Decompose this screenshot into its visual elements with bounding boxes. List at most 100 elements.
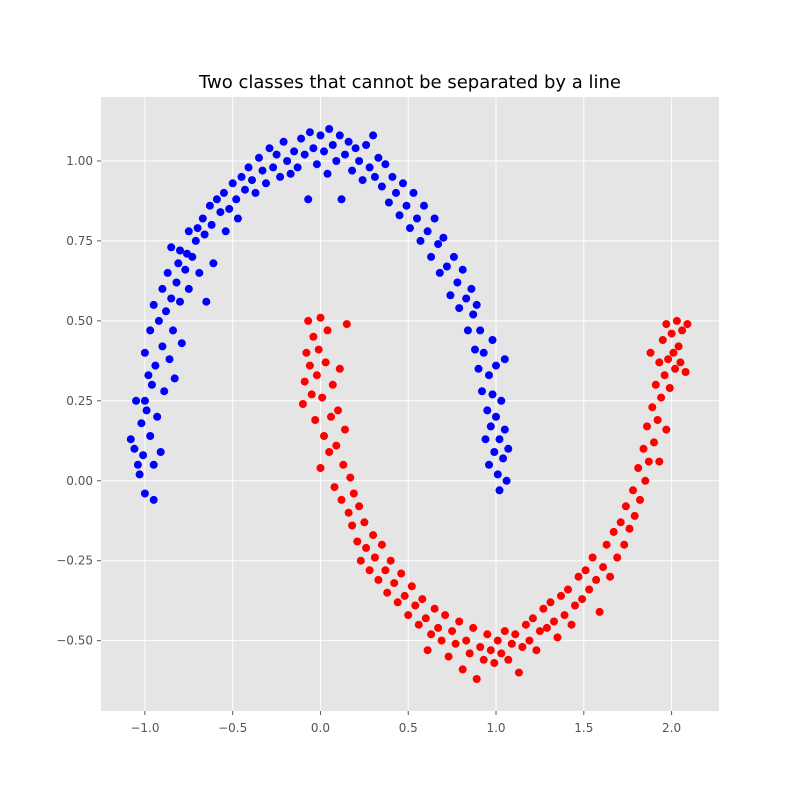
red-point (653, 416, 662, 424)
blue-point (309, 144, 318, 153)
red-point (386, 556, 395, 565)
blue-point (209, 259, 218, 268)
red-point (497, 649, 506, 658)
blue-point (132, 396, 141, 405)
red-point (320, 432, 328, 440)
blue-point (279, 137, 288, 146)
blue-point (262, 179, 270, 188)
y-axis: −0.50 −0.25 0.00 0.25 0.50 0.75 1.00 (56, 154, 101, 648)
red-point (669, 348, 678, 357)
blue-point (500, 355, 509, 364)
blue-point (395, 211, 404, 220)
blue-point (358, 176, 367, 185)
red-point (335, 364, 344, 373)
blue-point (149, 300, 158, 309)
red-point (327, 412, 335, 421)
red-point (390, 579, 399, 588)
blue-point (341, 150, 349, 159)
red-point (360, 518, 369, 527)
red-point (546, 598, 555, 607)
blue-point (162, 307, 170, 316)
blue-point (272, 150, 281, 159)
red-point (346, 473, 355, 482)
blue-point (370, 172, 379, 181)
blue-point (233, 214, 242, 223)
blue-point (139, 451, 148, 460)
blue-point (337, 195, 346, 204)
blue-point (469, 310, 478, 319)
blue-point (172, 278, 181, 287)
blue-point (232, 195, 241, 204)
blue-point (392, 188, 400, 197)
blue-point (476, 326, 485, 335)
red-point (374, 575, 383, 584)
red-point (553, 633, 562, 642)
red-point (550, 617, 558, 626)
blue-point (137, 419, 146, 428)
red-point (383, 588, 392, 597)
blue-point (485, 371, 493, 380)
blue-point (126, 435, 135, 444)
red-point (397, 569, 406, 578)
blue-point (237, 172, 246, 181)
y-tick-label: 0.75 (66, 234, 93, 248)
red-point (355, 502, 364, 511)
red-point (657, 393, 666, 402)
plot-area (101, 97, 719, 711)
blue-point (500, 425, 509, 434)
red-point (458, 665, 467, 674)
red-point (365, 566, 374, 575)
blue-point (453, 278, 462, 287)
blue-point (442, 262, 451, 271)
blue-point (384, 198, 393, 207)
blue-point (381, 160, 390, 169)
blue-point (388, 172, 397, 181)
red-point (430, 604, 439, 613)
blue-point (146, 326, 155, 335)
red-point (356, 556, 365, 565)
blue-point (228, 179, 237, 188)
blue-point (504, 444, 513, 453)
blue-point (427, 252, 436, 261)
red-point (599, 563, 608, 572)
red-point (639, 444, 648, 453)
red-point (418, 595, 427, 604)
red-point (655, 358, 664, 367)
red-point (634, 464, 643, 472)
red-point (434, 623, 443, 632)
blue-point (413, 214, 421, 223)
red-point (377, 540, 386, 549)
red-point (316, 464, 325, 472)
blue-point (160, 387, 169, 396)
blue-point (158, 284, 167, 293)
red-point (348, 521, 357, 530)
red-point (349, 489, 358, 498)
blue-point (184, 227, 193, 236)
blue-point (255, 153, 263, 162)
blue-point (241, 185, 249, 194)
red-point (585, 585, 594, 594)
blue-point (207, 220, 216, 229)
y-tick-label: −0.50 (56, 634, 93, 648)
red-point (393, 598, 402, 607)
blue-point (328, 141, 337, 149)
red-point (444, 652, 453, 661)
blue-point (130, 444, 139, 453)
blue-point (193, 224, 202, 233)
blue-point (430, 214, 439, 223)
blue-point (449, 252, 458, 261)
x-tick-label: −0.5 (218, 721, 247, 735)
blue-point (147, 380, 156, 389)
red-point (507, 639, 516, 648)
blue-point (146, 432, 155, 440)
red-point (539, 604, 548, 613)
red-point (318, 393, 327, 402)
blue-point (471, 345, 479, 354)
blue-point (439, 233, 448, 242)
red-point (353, 537, 362, 546)
blue-point (495, 435, 504, 444)
red-point (678, 326, 687, 335)
blue-point (200, 230, 209, 239)
red-point (302, 348, 311, 357)
red-point (341, 425, 349, 434)
